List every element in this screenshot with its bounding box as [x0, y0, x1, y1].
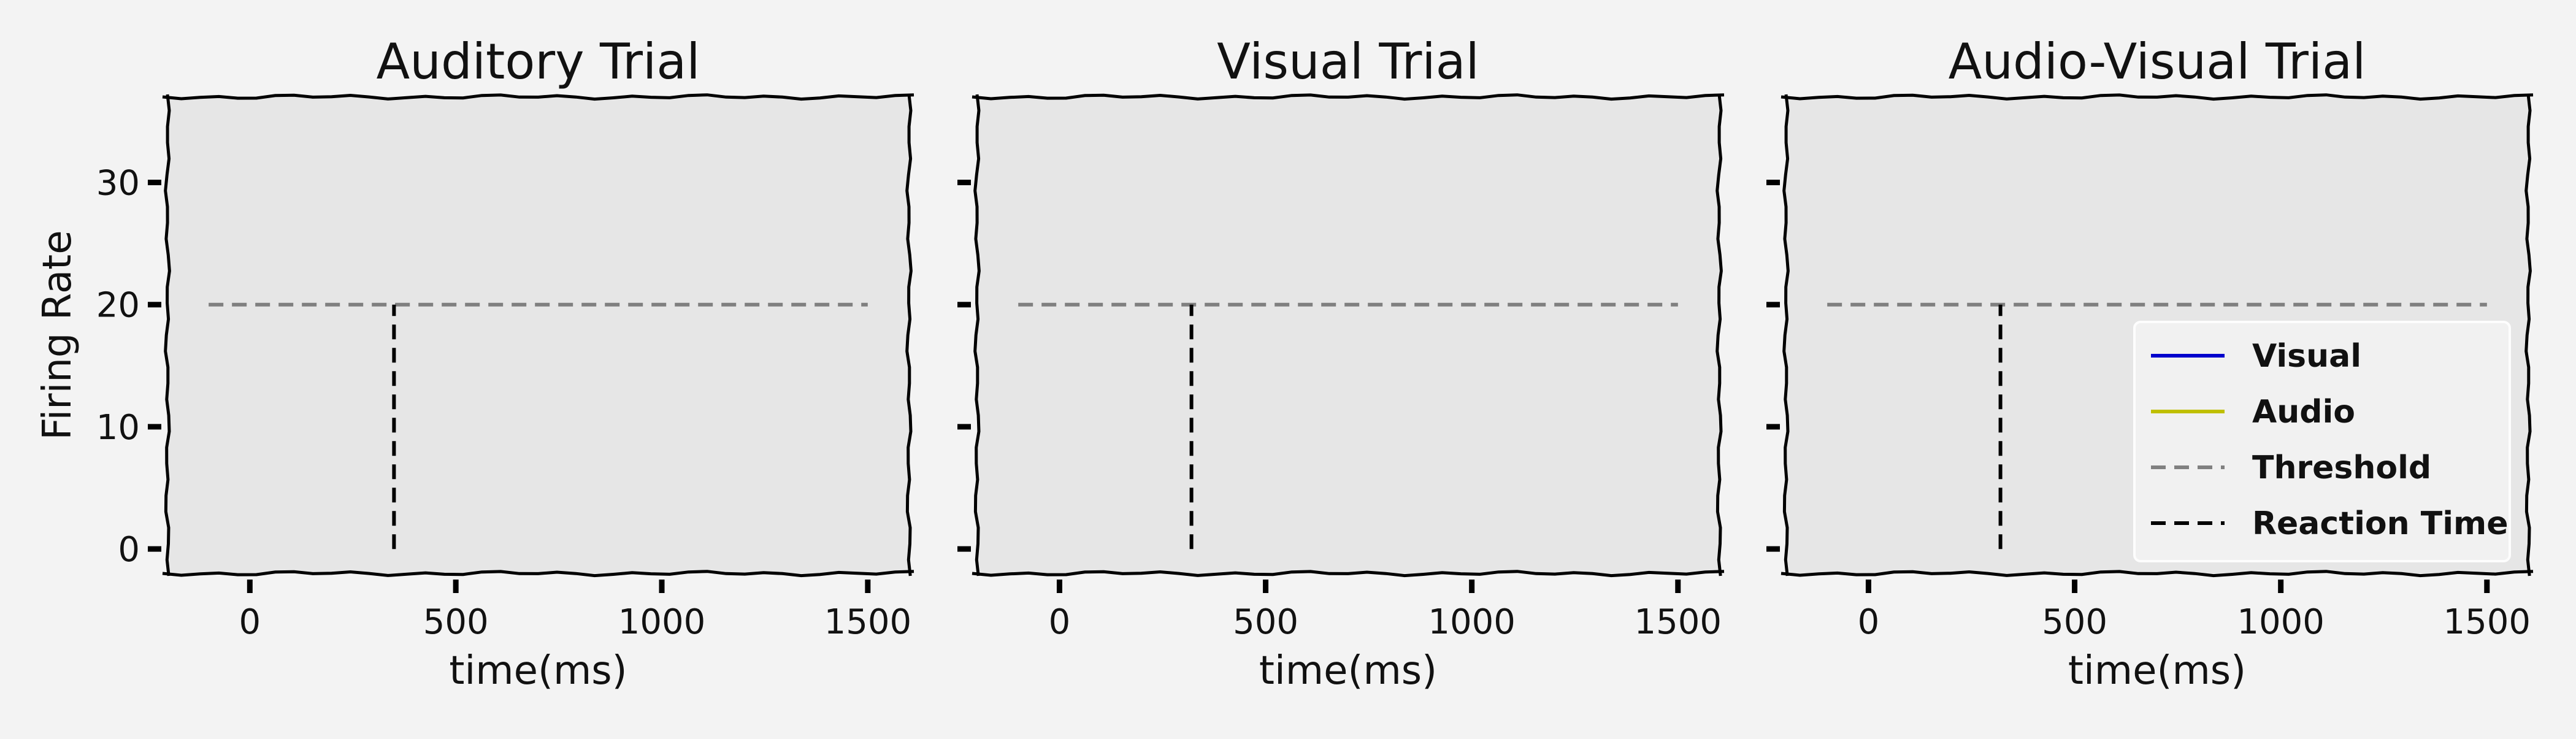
spine-right: [1715, 94, 1723, 576]
x-axis-label: time(ms): [449, 648, 627, 694]
spine-left: [164, 94, 171, 576]
spine-right: [2524, 94, 2532, 576]
panel-2: Visual Trial 0 500 1000 1500 time(ms): [957, 33, 1725, 694]
legend-label: Reaction Time: [2252, 505, 2509, 542]
legend-item: Reaction Time: [2151, 505, 2509, 542]
y-tick-label: 20: [96, 286, 140, 326]
x-tick-label: 0: [239, 602, 261, 642]
plot-area: [977, 97, 1719, 573]
chart-title: Audio-Visual Trial: [1949, 33, 2366, 90]
spine-top: [1781, 93, 2534, 101]
x-tick-label: 500: [2042, 602, 2107, 642]
x-tick-label: 1500: [824, 602, 912, 642]
x-tick-label: 1000: [618, 602, 706, 642]
y-tick-label: 30: [96, 163, 140, 203]
spine-top: [162, 93, 914, 101]
x-tick-label: 500: [423, 602, 489, 642]
panel-3: Audio-Visual Trial 0 500 1000 1500 time(ms) Vi…: [1766, 33, 2534, 694]
spine-left: [1782, 94, 1790, 576]
x-tick-label: 1000: [1428, 602, 1516, 642]
x-axis-label: time(ms): [1259, 648, 1437, 694]
chart-title: Visual Trial: [1217, 33, 1479, 90]
y-tick-label: 0: [118, 530, 140, 570]
x-tick-label: 1500: [1635, 602, 1722, 642]
spine-right: [905, 94, 913, 576]
x-tick-label: 1000: [2237, 602, 2325, 642]
x-axis-label: time(ms): [2068, 648, 2246, 694]
legend-item: Visual: [2151, 338, 2361, 375]
legend: Visual Audio Threshold Reaction Time: [2133, 321, 2511, 562]
y-axis-label: Firing Rate: [35, 230, 80, 440]
spine-top: [972, 93, 1725, 101]
x-tick-label: 500: [1233, 602, 1298, 642]
legend-label: Visual: [2252, 338, 2361, 375]
chart-title: Auditory Trial: [377, 33, 700, 90]
spine-bottom: [972, 570, 1725, 578]
x-tick-label: 1500: [2444, 602, 2531, 642]
legend-box: [2133, 321, 2511, 562]
legend-item: Audio: [2151, 394, 2355, 431]
x-tick-label: 0: [1858, 602, 1880, 642]
legend-label: Threshold: [2252, 450, 2431, 486]
x-tick-label: 0: [1049, 602, 1071, 642]
spine-bottom: [162, 570, 914, 578]
legend-item: Threshold: [2151, 450, 2431, 486]
legend-label: Audio: [2252, 394, 2355, 431]
panel-1: Auditory Trial 0 500 1000 1500 0 10 20 30 time(ms…: [35, 33, 914, 694]
spine-left: [973, 94, 981, 576]
spine-bottom: [1781, 570, 2534, 578]
plot-area: [167, 97, 909, 573]
y-tick-label: 10: [96, 408, 140, 448]
